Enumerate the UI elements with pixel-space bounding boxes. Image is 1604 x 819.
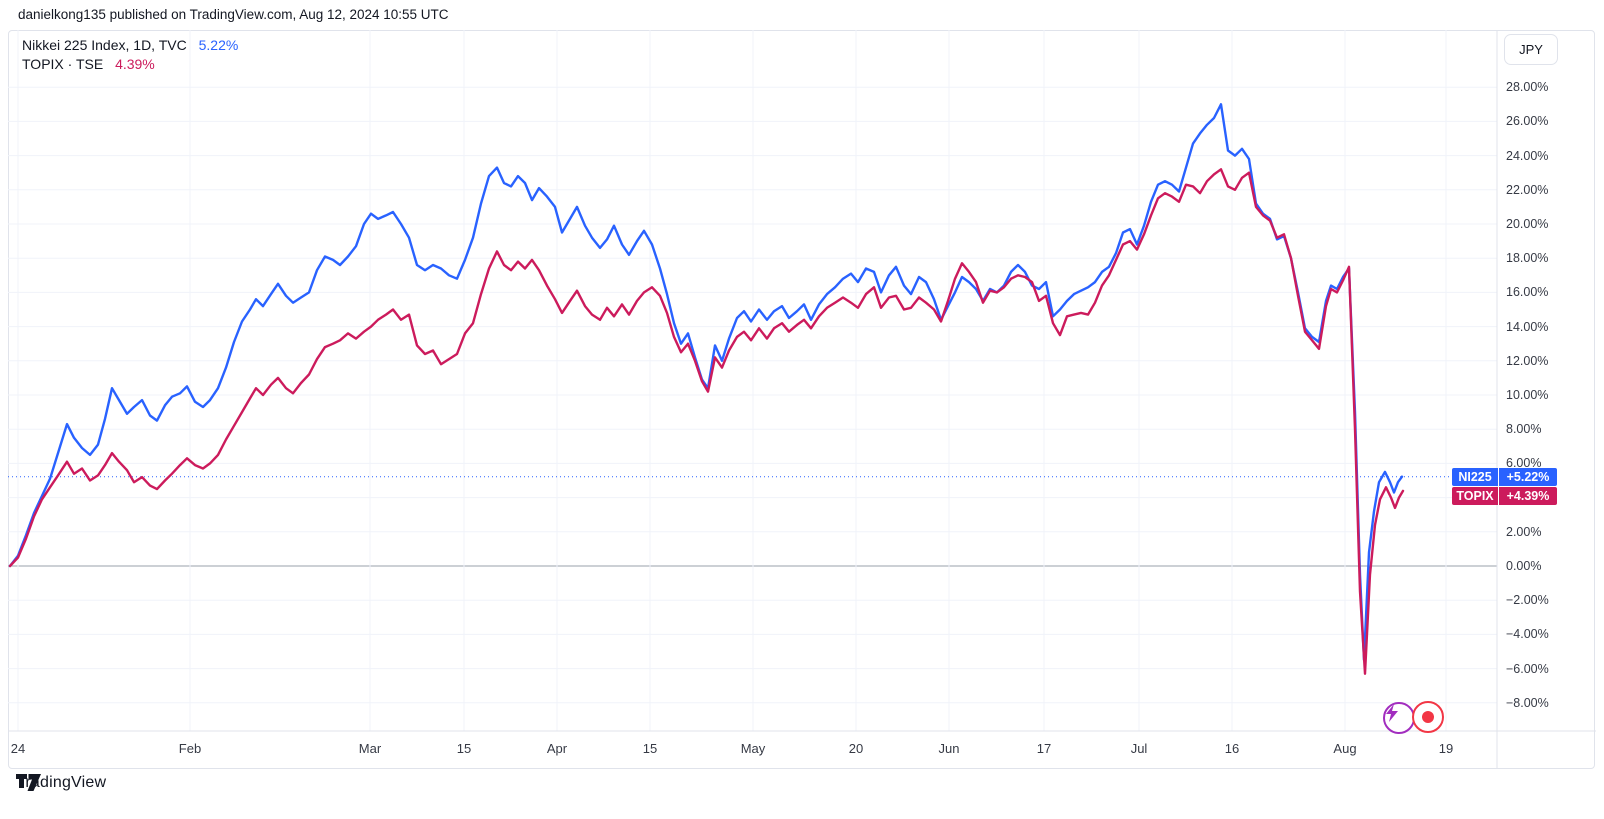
time-scale-label: Mar xyxy=(358,741,382,756)
time-scale-label: 20 xyxy=(848,741,864,756)
time-scale-label: Aug xyxy=(1333,741,1357,756)
price-scale-label: 18.00% xyxy=(1506,251,1549,266)
price-scale-label: −8.00% xyxy=(1506,695,1549,710)
ni225-line xyxy=(8,103,1404,662)
legend: Nikkei 225 Index, 1D, TVC 5.22% TOPIX · … xyxy=(22,36,238,74)
record-dot xyxy=(1422,711,1434,723)
price-scale-label: 22.00% xyxy=(1506,182,1549,197)
time-scale-label: 15 xyxy=(642,741,658,756)
price-scale-label: −4.00% xyxy=(1506,627,1549,642)
topix-price-badge-value: +4.39% xyxy=(1506,489,1550,503)
price-scale-label: 14.00% xyxy=(1506,319,1549,334)
price-scale-label: −2.00% xyxy=(1506,593,1549,608)
legend-series-topix-change: 4.39% xyxy=(115,56,155,72)
price-scale-label: 24.00% xyxy=(1506,148,1549,163)
time-scale-label: 15 xyxy=(456,741,472,756)
ni225-price-badge-value: +5.22% xyxy=(1506,470,1550,484)
price-scale-label: 0.00% xyxy=(1506,559,1542,573)
legend-series-nikkei[interactable]: Nikkei 225 Index, 1D, TVC 5.22% xyxy=(22,36,238,55)
legend-series-nikkei-title: Nikkei 225 Index, 1D, TVC xyxy=(22,37,187,53)
legend-series-topix[interactable]: TOPIX · TSE 4.39% xyxy=(22,55,238,74)
price-scale-label: 10.00% xyxy=(1506,388,1549,402)
time-scale-label: Jul xyxy=(1130,741,1148,756)
currency-unit-button[interactable]: JPY xyxy=(1504,34,1558,65)
price-scale-label: 16.00% xyxy=(1506,285,1549,300)
time-scale-label: May xyxy=(740,741,766,756)
topix-price-badge-symbol: TOPIX xyxy=(1452,487,1499,505)
price-scale-label: 12.00% xyxy=(1506,353,1549,368)
price-scale-label: −6.00% xyxy=(1506,661,1549,676)
price-scale-label: 26.00% xyxy=(1506,114,1549,129)
lightning-badge-icon[interactable] xyxy=(1383,702,1415,734)
time-scale-label: 24 xyxy=(10,741,26,756)
time-scale-label: 17 xyxy=(1036,741,1052,756)
price-scale-label: 28.00% xyxy=(1506,80,1549,95)
price-scale-label: 8.00% xyxy=(1506,422,1542,437)
tradingview-logo-link[interactable]: TradingView xyxy=(16,774,106,792)
ni225-price-badge-symbol: NI225 xyxy=(1452,468,1499,486)
time-scale-label: 16 xyxy=(1224,741,1240,756)
legend-series-nikkei-change: 5.22% xyxy=(198,37,239,53)
chart-widget-border xyxy=(8,30,1595,769)
publish-attribution-text: danielkong135 published on TradingView.c… xyxy=(18,7,449,22)
time-scale-label: Jun xyxy=(938,741,960,756)
record-badge-icon[interactable] xyxy=(1412,701,1444,733)
topix-line xyxy=(8,168,1405,675)
ni225-price-badge: NI225 +5.22% xyxy=(1452,468,1557,486)
price-scale-label: 20.00% xyxy=(1506,217,1549,231)
price-scale-label: 6.00% xyxy=(1506,456,1542,471)
time-scale-label: Apr xyxy=(546,741,568,756)
price-scale-label: 2.00% xyxy=(1506,524,1542,539)
tradingview-logo-icon xyxy=(16,774,41,791)
topix-price-badge: TOPIX +4.39% xyxy=(1452,487,1557,505)
lightning-bolt-glyph xyxy=(1386,704,1398,722)
time-scale-label: 19 xyxy=(1438,741,1454,756)
legend-series-topix-title: TOPIX · TSE xyxy=(22,56,104,72)
time-scale-label: Feb xyxy=(178,741,202,756)
